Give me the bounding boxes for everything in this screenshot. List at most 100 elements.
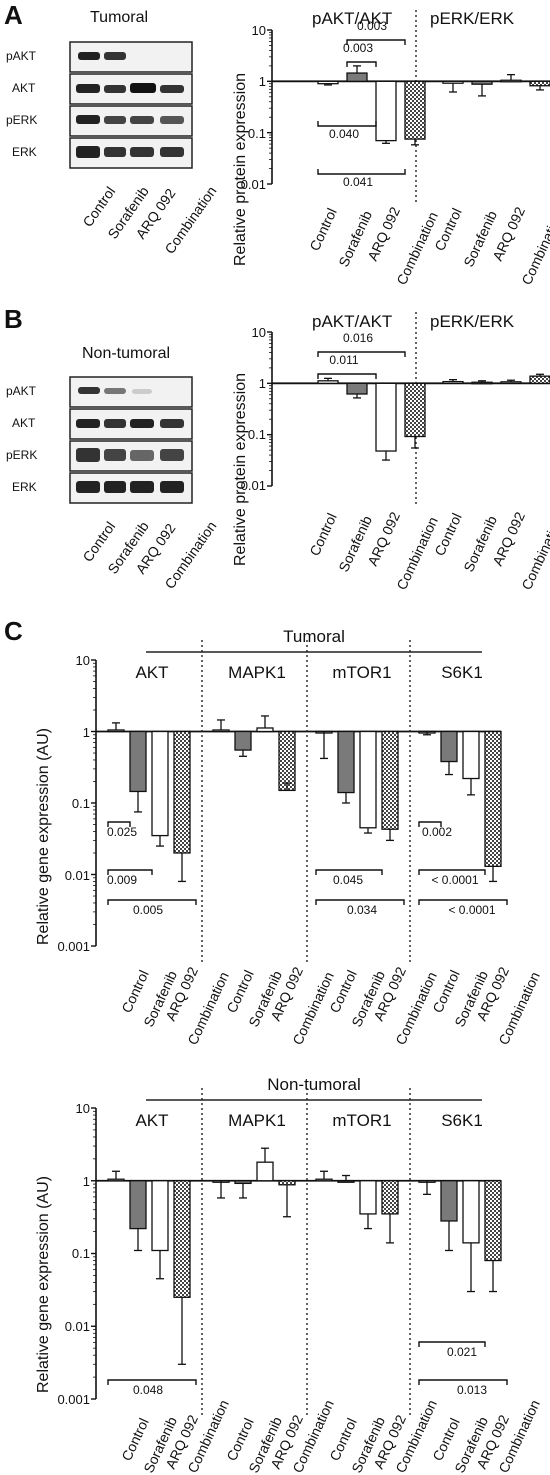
p-value-label: < 0.0001 xyxy=(431,873,478,887)
blot-strips xyxy=(69,376,193,504)
blot-row-label: pAKT xyxy=(6,49,37,63)
y-tick-label: 10 xyxy=(252,23,266,38)
blot-row-label: pAKT xyxy=(6,384,37,398)
group-title: MAPK1 xyxy=(228,663,286,682)
chart-title: Non-tumoral xyxy=(267,1075,361,1094)
bar xyxy=(317,380,339,384)
significance-bracket xyxy=(418,821,442,827)
y-tick-label: 0.001 xyxy=(57,939,90,954)
group-title: pERK/ERK xyxy=(430,312,515,331)
blot-title: Tumoral xyxy=(90,9,148,26)
y-tick-label: 10 xyxy=(252,325,266,340)
x-tick-label: Control xyxy=(431,206,465,254)
significance-bracket xyxy=(107,899,197,905)
bar xyxy=(315,1178,333,1182)
p-value-label: 0.041 xyxy=(343,175,373,189)
p-value-label: 0.002 xyxy=(422,825,452,839)
bar xyxy=(404,382,426,438)
bar xyxy=(471,381,493,385)
p-value-label: 0.045 xyxy=(333,873,363,887)
group-title: mTOR1 xyxy=(332,1111,391,1130)
plot-marks xyxy=(267,10,550,202)
p-value-label: 0.016 xyxy=(343,331,373,345)
blot-row-label: pERK xyxy=(6,113,37,127)
p-value-label: 0.021 xyxy=(447,1345,477,1359)
bar xyxy=(129,730,147,793)
y-axis-label: Relative protein expression xyxy=(232,373,249,566)
x-tick-label: Control xyxy=(306,206,340,254)
bar xyxy=(173,730,191,854)
group-title: pAKT/AKT xyxy=(312,9,392,28)
bar xyxy=(500,381,522,384)
blot-row-label: ERK xyxy=(12,480,37,494)
western-blot-nontumoral: Non-tumoral pAKT AKT pERK ERK Control xyxy=(6,345,220,592)
bar xyxy=(359,1180,377,1215)
p-value-label: 0.040 xyxy=(329,127,359,141)
bar xyxy=(442,380,464,384)
bar xyxy=(173,1180,191,1298)
bar xyxy=(278,1180,296,1186)
y-tick-label: 0.001 xyxy=(57,1392,90,1407)
chart-a-protein: Relative protein expression pAKT/AKT pER… xyxy=(232,9,550,287)
bar xyxy=(278,730,296,792)
bar xyxy=(151,730,169,837)
bar xyxy=(256,1161,274,1182)
x-tick-label: Sorafenib xyxy=(335,208,375,269)
blot-row-label: AKT xyxy=(12,81,36,95)
blot-row-label: ERK xyxy=(12,145,37,159)
y-tick-label: 0.1 xyxy=(248,427,266,442)
bar xyxy=(529,375,550,384)
blot-strips xyxy=(69,41,193,169)
significance-bracket xyxy=(317,169,406,175)
bar xyxy=(359,730,377,829)
western-blot-tumoral: Tumoral pAKT AKT pERK ERK Control Sorafe xyxy=(6,9,220,257)
blot-title: Non-tumoral xyxy=(82,345,170,362)
bar xyxy=(337,1180,355,1183)
group-title: S6K1 xyxy=(441,1111,483,1130)
y-tick-label: 0.01 xyxy=(241,177,266,192)
bar xyxy=(129,1180,147,1230)
group-title: AKT xyxy=(135,663,168,682)
plot-marks xyxy=(91,1088,508,1417)
significance-bracket xyxy=(315,899,405,905)
blot-row-label: pERK xyxy=(6,448,37,462)
y-tick-label: 0.1 xyxy=(248,126,266,141)
bar xyxy=(471,80,493,85)
group-title: mTOR1 xyxy=(332,663,391,682)
x-tick-label: Control xyxy=(306,511,340,559)
bar xyxy=(484,1180,502,1262)
significance-bracket xyxy=(346,61,377,67)
bar xyxy=(462,730,480,780)
group-title: S6K1 xyxy=(441,663,483,682)
significance-bracket xyxy=(418,899,508,905)
p-value-label: 0.025 xyxy=(107,825,137,839)
bar xyxy=(346,382,368,395)
bar xyxy=(381,1180,399,1215)
y-tick-label: 10 xyxy=(76,653,90,668)
chart-c-tumoral: Tumoral Relative gene expression (AU) AK… xyxy=(35,627,543,1047)
panel-label-a: A xyxy=(4,0,23,30)
group-title: pAKT/AKT xyxy=(312,312,392,331)
y-axis-label: Relative gene expression (AU) xyxy=(35,1176,52,1393)
blot-row-label: AKT xyxy=(12,416,36,430)
x-tick-label: Sorafenib xyxy=(460,208,500,269)
chart-title: Tumoral xyxy=(283,627,345,646)
bar xyxy=(346,72,368,82)
y-tick-label: 0.01 xyxy=(65,1319,90,1334)
bar xyxy=(484,730,502,868)
y-tick-label: 0.01 xyxy=(65,868,90,883)
bar xyxy=(462,1180,480,1244)
y-tick-label: 0.1 xyxy=(72,1246,90,1261)
y-tick-label: 1 xyxy=(259,376,266,391)
plot-marks xyxy=(267,312,550,504)
significance-bracket xyxy=(418,869,486,875)
significance-bracket xyxy=(317,373,377,379)
significance-bracket xyxy=(418,1341,486,1347)
bar xyxy=(440,730,458,763)
p-value-label: < 0.0001 xyxy=(448,903,495,917)
y-tick-label: 1 xyxy=(83,1174,90,1189)
x-tick-label: Sorafenib xyxy=(460,513,500,574)
bar xyxy=(500,79,522,83)
panel-label-c: C xyxy=(4,616,23,646)
y-axis-label: Relative protein expression xyxy=(232,73,249,266)
